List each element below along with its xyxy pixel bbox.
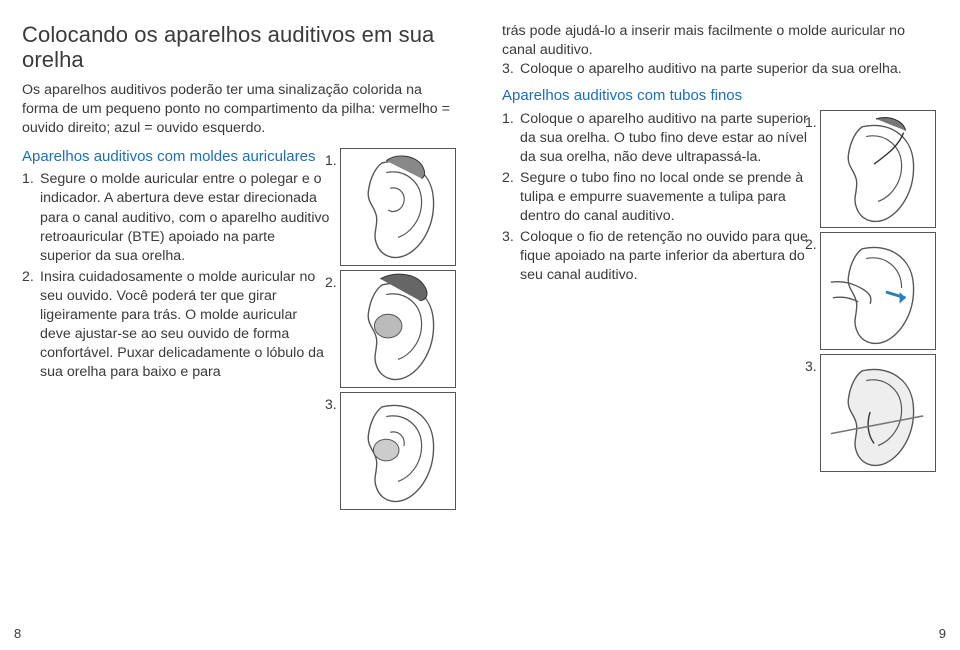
- step-item: Segure o molde auricular entre o polegar…: [22, 170, 330, 265]
- section-molds-text: Aparelhos auditivos com moldes auricular…: [22, 148, 330, 510]
- figure-number: 3.: [325, 395, 337, 414]
- page-right: trás pode ajudá-lo a inserir mais facilm…: [480, 0, 960, 650]
- figure-ear-1: 1.: [340, 148, 456, 266]
- continuation-text: trás pode ajudá-lo a inserir mais facilm…: [502, 22, 938, 60]
- figure-ear-b1: 1.: [820, 110, 936, 228]
- step-item: Coloque o aparelho auditivo na parte sup…: [502, 60, 938, 79]
- ear-icon: [341, 393, 455, 509]
- ear-icon: [341, 149, 455, 265]
- step-item: Coloque o fio de retenção no ouvido para…: [502, 228, 810, 285]
- figure-number: 2.: [325, 273, 337, 292]
- figure-number: 1.: [805, 113, 817, 132]
- section-molds-steps: Segure o molde auricular entre o polegar…: [22, 170, 330, 381]
- figure-number: 1.: [325, 151, 337, 170]
- intro-text: Os aparelhos auditivos poderão ter uma s…: [22, 81, 458, 138]
- continuation-steps: Coloque o aparelho auditivo na parte sup…: [502, 60, 938, 79]
- section-thin-tubes: Aparelhos auditivos com tubos finos Colo…: [502, 87, 938, 472]
- page-left: Colocando os aparelhos auditivos em sua …: [0, 0, 480, 650]
- step-item: Coloque o aparelho auditivo na parte sup…: [502, 110, 810, 167]
- figure-ear-2: 2.: [340, 270, 456, 388]
- figure-number: 3.: [805, 357, 817, 376]
- ear-icon: [821, 355, 935, 471]
- figure-number: 2.: [805, 235, 817, 254]
- step-text: Insira cuidadosamente o molde auricular …: [40, 269, 324, 380]
- page-number-left: 8: [14, 625, 21, 642]
- ear-icon: [341, 271, 455, 387]
- step-item: Insira cuidadosamente o molde auricular …: [22, 268, 330, 382]
- ear-icon: [821, 233, 935, 349]
- step-item: Segure o tubo fino no local onde se pren…: [502, 169, 810, 226]
- continuation-block: trás pode ajudá-lo a inserir mais facilm…: [502, 22, 938, 79]
- section-thin-tubes-text: Coloque o aparelho auditivo na parte sup…: [502, 110, 810, 472]
- figure-ear-b3: 3.: [820, 354, 936, 472]
- page-number-right: 9: [939, 625, 946, 642]
- ear-icon: [821, 111, 935, 227]
- section-molds-heading: Aparelhos auditivos com moldes auricular…: [22, 148, 330, 167]
- step-text: Coloque o aparelho auditivo na parte sup…: [520, 111, 808, 165]
- section-thin-tubes-heading: Aparelhos auditivos com tubos finos: [502, 87, 938, 106]
- section-molds: Aparelhos auditivos com moldes auricular…: [22, 148, 458, 510]
- section-thin-tubes-figures: 1. 2.: [820, 110, 938, 472]
- figure-ear-3: 3.: [340, 392, 456, 510]
- figure-ear-b2: 2.: [820, 232, 936, 350]
- step-text: Segure o tubo fino no local onde se pren…: [520, 170, 803, 224]
- step-text: Coloque o aparelho auditivo na parte sup…: [520, 61, 902, 77]
- section-molds-figures: 1. 2.: [340, 148, 458, 510]
- page-title: Colocando os aparelhos auditivos em sua …: [22, 22, 458, 73]
- step-text: Coloque o fio de retenção no ouvido para…: [520, 229, 808, 283]
- step-text: Segure o molde auricular entre o polegar…: [40, 171, 329, 263]
- section-thin-tubes-steps: Coloque o aparelho auditivo na parte sup…: [502, 110, 810, 285]
